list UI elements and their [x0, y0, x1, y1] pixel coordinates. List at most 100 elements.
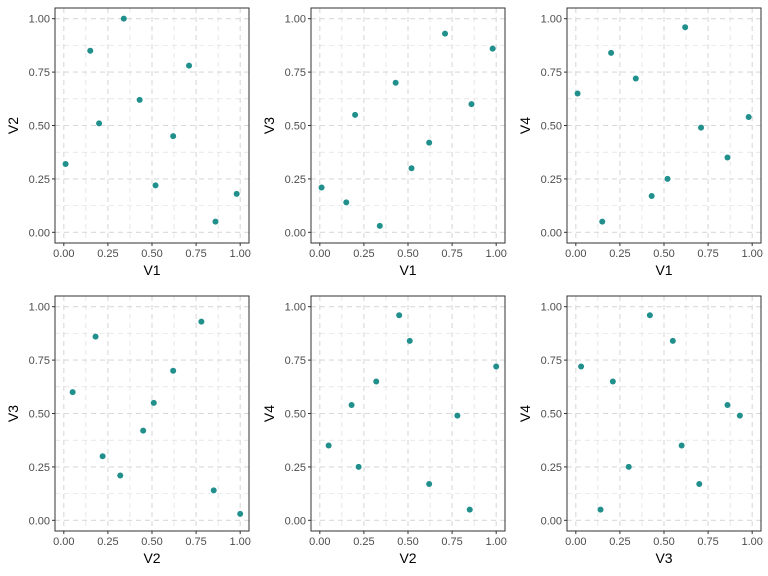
y-tick-label: 1.00 [541, 302, 562, 314]
data-point [632, 75, 639, 82]
x-tick-label: 0.50 [397, 248, 418, 260]
data-point [62, 160, 69, 167]
y-tick-label: 1.00 [285, 302, 306, 314]
y-tick-label: 0.25 [541, 462, 562, 474]
x-axis-title: V3 [655, 550, 672, 566]
y-tick-label: 0.50 [541, 121, 562, 133]
y-tick-label: 1.00 [29, 302, 50, 314]
y-tick-label: 0.50 [29, 409, 50, 421]
data-point [348, 401, 355, 408]
data-point [578, 363, 585, 370]
data-point [468, 101, 475, 108]
data-point [648, 193, 655, 199]
y-tick-label: 0.25 [29, 174, 50, 186]
x-axis-title: V2 [143, 550, 160, 566]
y-tick-label: 0.25 [541, 174, 562, 186]
data-point [352, 111, 359, 118]
x-tick-label: 0.25 [353, 248, 374, 260]
data-point [426, 481, 433, 487]
x-axis-title: V1 [143, 262, 160, 278]
x-tick-label: 0.00 [309, 536, 330, 548]
x-tick-label: 1.00 [229, 248, 250, 260]
y-tick-label: 0.00 [29, 227, 50, 239]
data-point [597, 506, 604, 513]
x-tick-label: 0.50 [141, 248, 162, 260]
data-point [233, 190, 240, 197]
y-tick-label: 0.00 [29, 515, 50, 527]
data-point [736, 412, 743, 419]
y-tick-label: 0.75 [29, 355, 50, 367]
data-point [150, 399, 157, 406]
data-point [373, 378, 380, 385]
data-point [599, 218, 606, 225]
data-point [136, 96, 143, 103]
y-tick-label: 1.00 [29, 14, 50, 26]
y-axis-title: V2 [5, 117, 21, 134]
data-point [493, 363, 500, 370]
panel-V1-V2: 0.000.00 0.25 0.25 0.50 0.50 0.75 0.75 1.00 1.00… [5, 7, 251, 278]
x-tick-label: 0.00 [565, 536, 586, 548]
y-tick-label: 1.00 [285, 14, 306, 26]
data-point [678, 442, 685, 449]
data-point [625, 463, 632, 470]
data-point [325, 442, 332, 449]
panel-V2-V3: 0.000.00 0.25 0.25 0.50 0.50 0.75 0.75 1.00 1.00… [5, 295, 251, 566]
y-tick-label: 0.75 [541, 355, 562, 367]
panel-V3-V4: 0.000.00 0.25 0.25 0.50 0.50 0.75 0.75 1.00 1.00… [517, 295, 763, 566]
x-tick-label: 0.75 [697, 248, 718, 260]
y-tick-label: 0.00 [541, 515, 562, 527]
x-axis-title: V1 [399, 262, 416, 278]
x-tick-label: 0.50 [141, 536, 162, 548]
data-point [408, 165, 415, 172]
y-tick-label: 0.00 [285, 227, 306, 239]
y-tick-label: 1.00 [541, 14, 562, 26]
y-axis-title: V4 [261, 405, 277, 422]
data-point [664, 175, 671, 182]
data-point [646, 312, 653, 319]
y-axis-title: V3 [5, 405, 21, 422]
data-point [318, 184, 325, 191]
data-point [140, 427, 147, 434]
x-tick-label: 0.00 [53, 248, 74, 260]
y-tick-label: 0.50 [29, 121, 50, 133]
x-tick-label: 0.25 [609, 536, 630, 548]
y-tick-label: 0.75 [285, 67, 306, 79]
x-tick-label: 1.00 [485, 536, 506, 548]
data-point [170, 133, 177, 140]
data-point [608, 49, 615, 56]
data-point [170, 367, 177, 374]
data-point [724, 401, 731, 408]
data-point [454, 412, 461, 419]
data-point [392, 79, 399, 86]
y-tick-label: 0.00 [541, 227, 562, 239]
x-tick-label: 0.75 [697, 536, 718, 548]
y-tick-label: 0.50 [285, 409, 306, 421]
data-point [355, 463, 362, 470]
data-point [343, 199, 350, 206]
x-axis-title: V1 [655, 262, 672, 278]
data-point [609, 378, 616, 385]
x-tick-label: 0.00 [565, 248, 586, 260]
data-point [682, 24, 689, 31]
y-tick-label: 0.75 [285, 355, 306, 367]
y-axis-title: V4 [517, 405, 533, 422]
x-tick-label: 0.50 [397, 536, 418, 548]
data-point [426, 139, 433, 146]
data-point [574, 90, 581, 97]
data-point [237, 510, 244, 517]
x-tick-label: 1.00 [741, 536, 762, 548]
x-tick-label: 0.25 [609, 248, 630, 260]
y-tick-label: 0.00 [285, 515, 306, 527]
data-point [92, 333, 99, 340]
x-tick-label: 0.50 [653, 536, 674, 548]
x-tick-label: 0.75 [441, 248, 462, 260]
y-axis-title: V4 [517, 117, 533, 134]
y-tick-label: 0.25 [285, 462, 306, 474]
data-point [669, 337, 676, 344]
panel-V2-V4: 0.000.00 0.25 0.25 0.50 0.50 0.75 0.75 1.00 1.00… [261, 295, 507, 566]
x-tick-label: 0.25 [97, 248, 118, 260]
x-tick-label: 0.25 [97, 536, 118, 548]
data-point [724, 154, 731, 161]
x-tick-label: 0.00 [309, 248, 330, 260]
